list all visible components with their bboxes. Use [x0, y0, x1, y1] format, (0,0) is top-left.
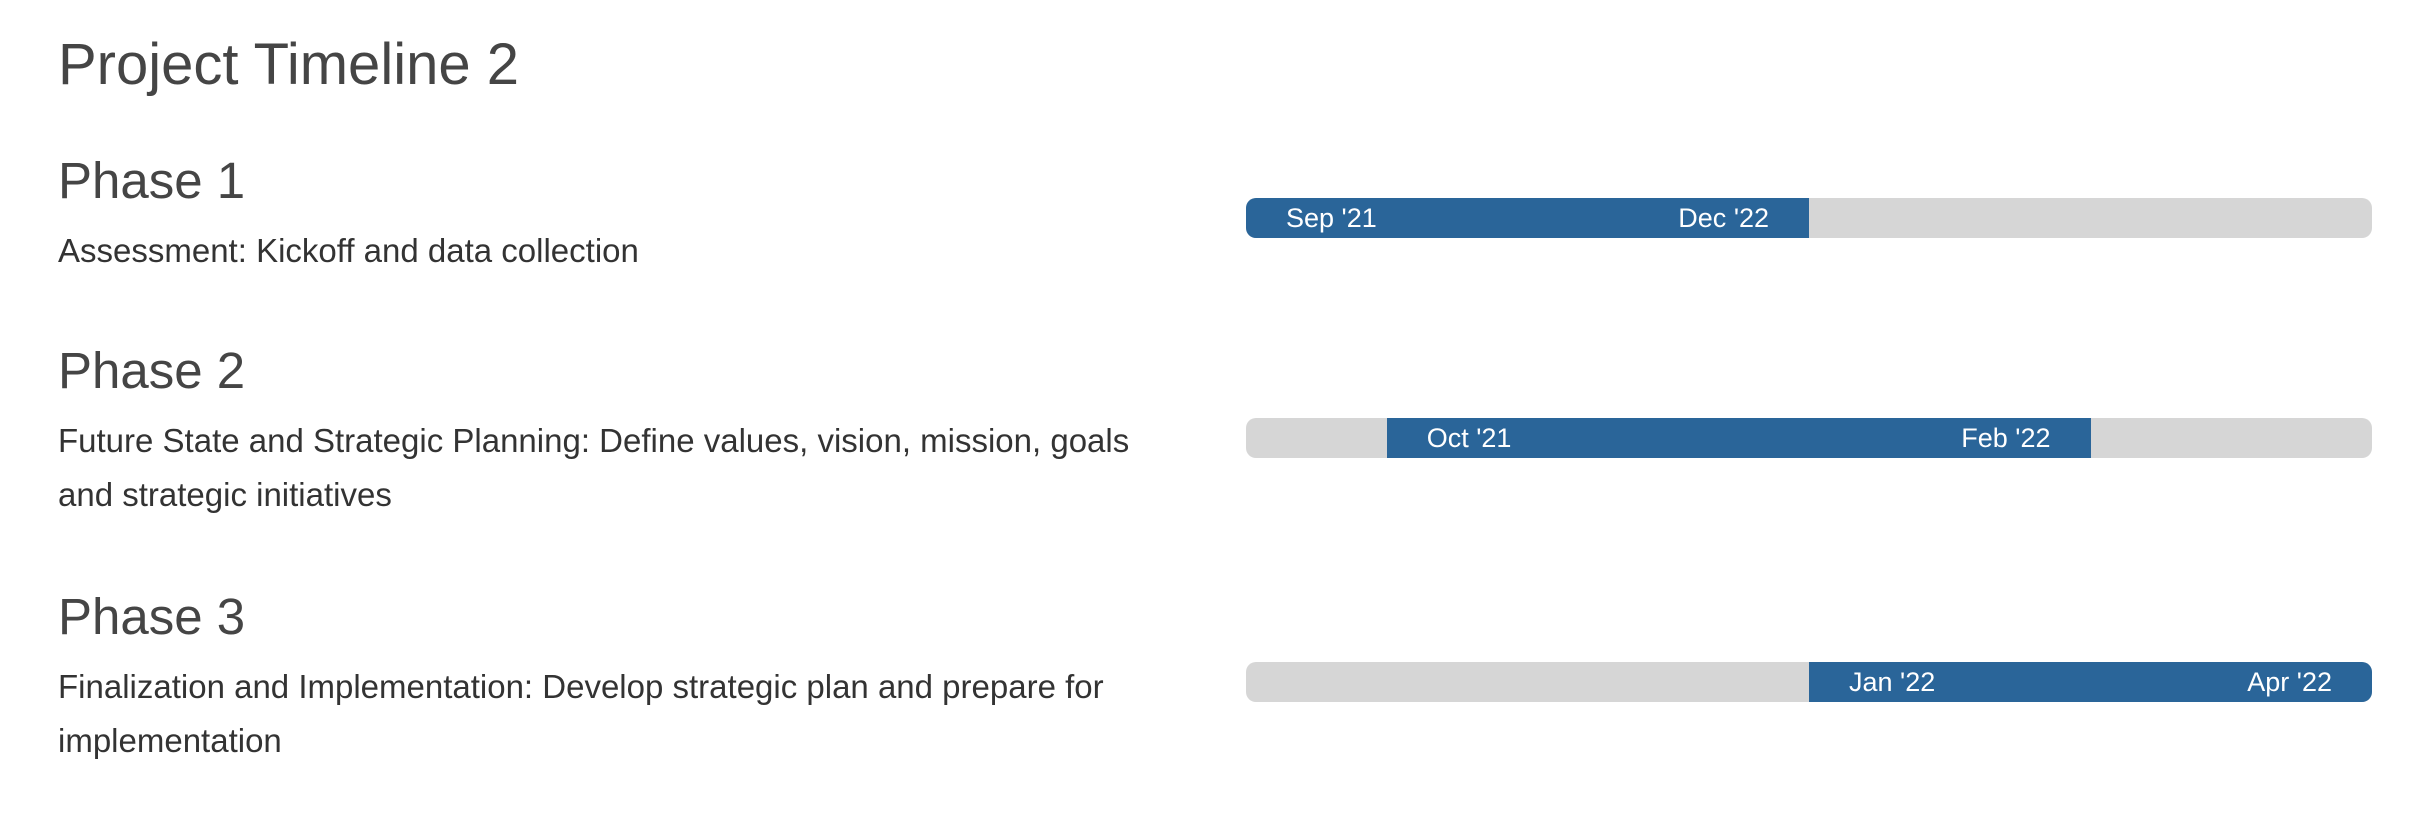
- bar-end-label: Apr '22: [2247, 667, 2332, 697]
- bar-start-label: Sep '21: [1286, 203, 1377, 233]
- phase-3: Phase 3 Finalization and Implementation:…: [58, 586, 1178, 768]
- timeline-bar-phase-1: Sep '21 Dec '22: [1246, 198, 1809, 238]
- timeline-track-phase-2: Oct '21 Feb '22: [1246, 418, 2372, 458]
- bar-end-label: Dec '22: [1678, 203, 1769, 233]
- phase-name: Phase 3: [58, 588, 246, 645]
- phase-description: Assessment: Kickoff and data collection: [58, 232, 639, 269]
- timeline-track-phase-3: Jan '22 Apr '22: [1246, 662, 2372, 702]
- timeline-bar-phase-2: Oct '21 Feb '22: [1386, 418, 2091, 458]
- phase-2: Phase 2 Future State and Strategic Plann…: [58, 340, 1178, 522]
- phase-1: Phase 1 Assessment: Kickoff and data col…: [58, 150, 1178, 278]
- phase-name: Phase 2: [58, 342, 246, 399]
- bar-start-label: Oct '21: [1426, 423, 1512, 453]
- page-title: Project Timeline 2: [58, 32, 519, 97]
- bar-start-label: Jan '22: [1849, 667, 1936, 697]
- phase-name: Phase 1: [58, 152, 246, 209]
- timeline-bar-phase-3: Jan '22 Apr '22: [1809, 662, 2372, 702]
- bar-end-label: Feb '22: [1961, 423, 2051, 453]
- timeline-track-phase-1: Sep '21 Dec '22: [1246, 198, 2372, 238]
- phase-description: Future State and Strategic Planning: Def…: [58, 422, 1130, 513]
- phase-description: Finalization and Implementation: Develop…: [58, 668, 1104, 759]
